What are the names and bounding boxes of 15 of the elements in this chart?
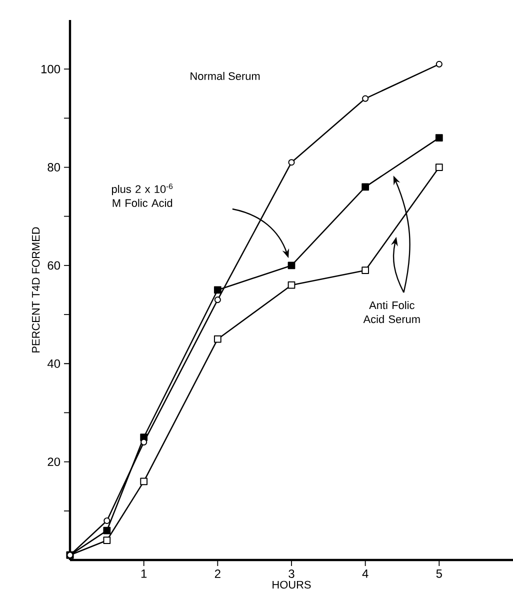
x-tick-label: 5 <box>436 570 442 578</box>
y-axis-title: PERCENT T4D FORMED <box>32 227 40 352</box>
x-tick-label: 3 <box>288 570 294 578</box>
y-tick-label: 80 <box>48 163 60 172</box>
x-axis-title: HOURS <box>272 580 311 589</box>
annotation: Anti Folic Acid Serum <box>363 301 420 324</box>
y-tick-label: 100 <box>41 64 60 74</box>
y-tick-label: 60 <box>48 261 60 270</box>
annotation: Normal Serum <box>190 72 260 80</box>
x-tick-label: 4 <box>362 570 368 578</box>
y-tick-label: 40 <box>47 359 60 368</box>
text: plus 2 x 10$^{-6}$ M Folic Acid <box>112 184 173 207</box>
x-tick-label: 2 <box>214 570 220 578</box>
y-tick-label: 20 <box>48 458 60 466</box>
x-tick-label: 1 <box>141 570 147 578</box>
